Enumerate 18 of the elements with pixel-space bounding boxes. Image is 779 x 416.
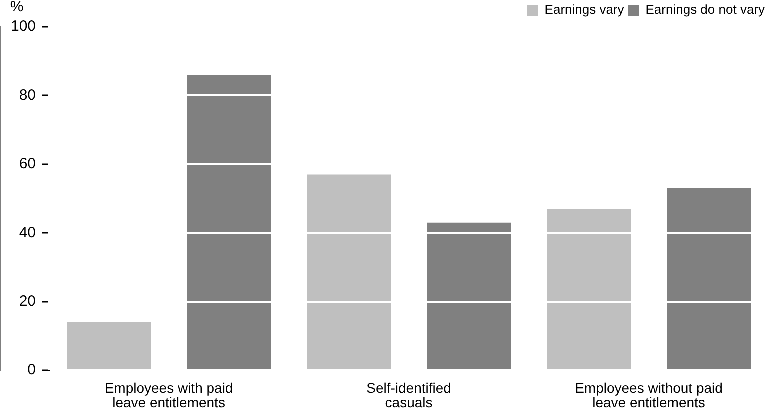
y-tick-label: 100 [10,18,36,36]
y-tick-label: 60 [19,156,36,173]
bar [547,209,632,370]
x-tick-label: Self-identified casuals [366,380,452,411]
y-axis-title: % [10,0,24,16]
y-tick-label: 20 [19,293,36,310]
bar [427,222,512,370]
bar [667,188,751,370]
y-tick-label: 40 [19,224,36,242]
bar [307,174,392,370]
legend-label: Earnings vary [544,2,625,18]
legend-label: Earnings do not vary [646,2,766,18]
bar [187,75,272,370]
y-tick-label: 80 [19,86,36,104]
bar [67,322,152,370]
y-tick-label: 0 [28,362,36,379]
x-tick-label: Employees with paid leave entitlements [104,380,234,411]
x-tick-label: Employees without paid leave entitlements [575,380,723,411]
